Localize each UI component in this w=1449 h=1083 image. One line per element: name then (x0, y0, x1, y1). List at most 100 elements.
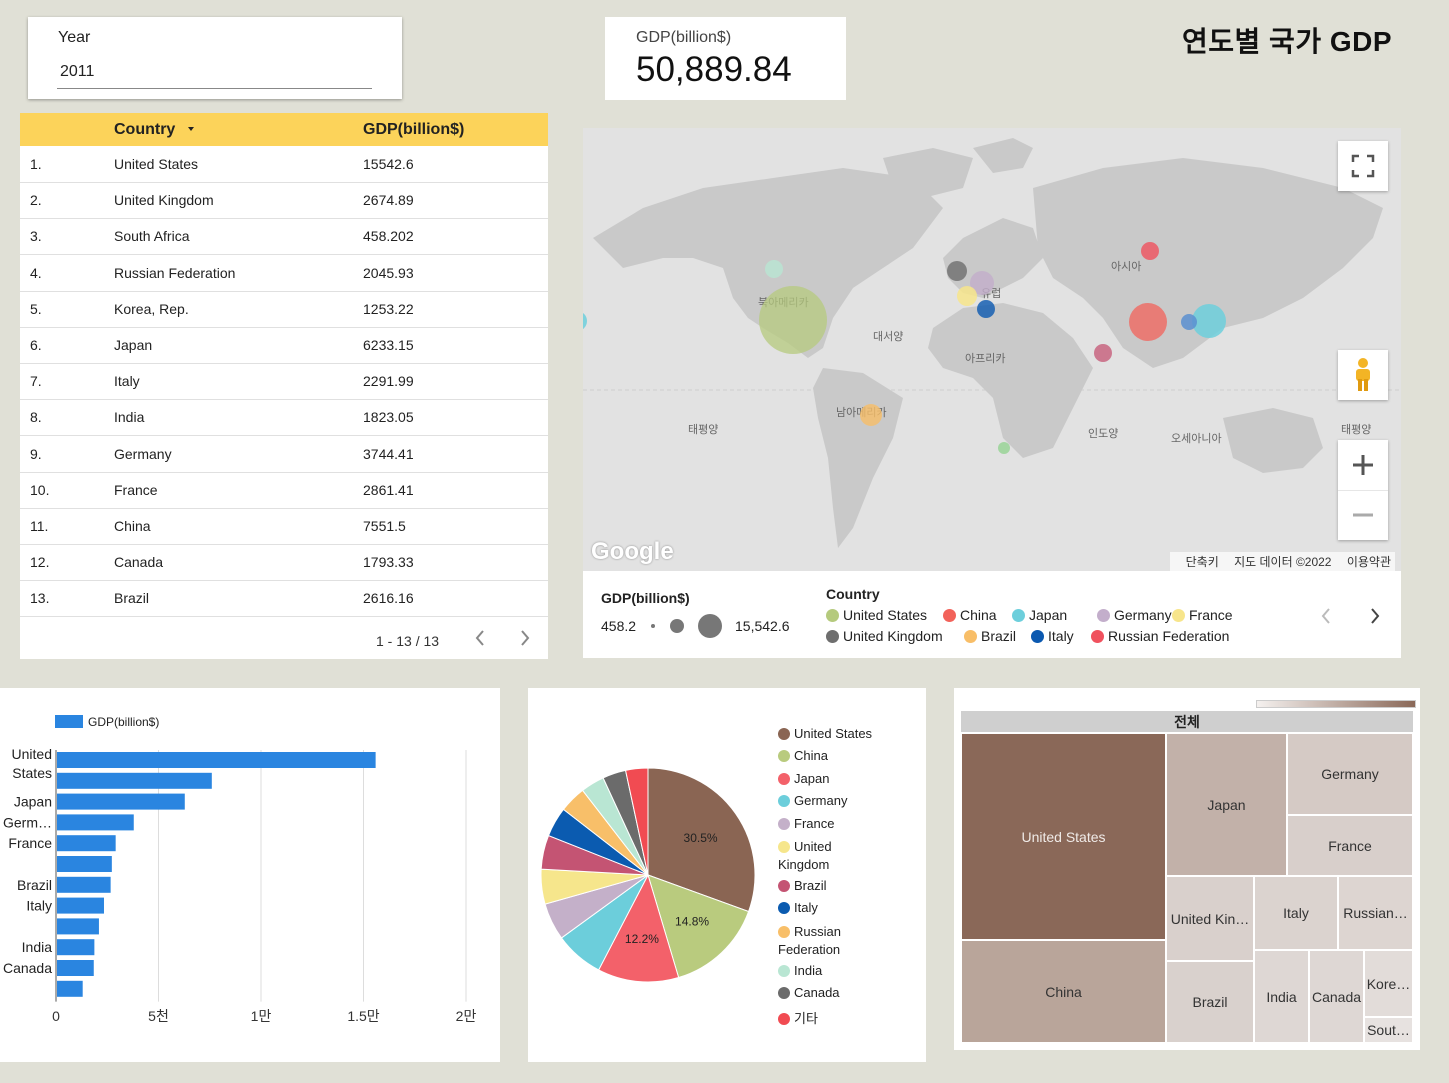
bubble-korea[interactable] (1181, 314, 1197, 330)
treemap-cell[interactable]: Japan (1166, 733, 1287, 876)
table-row[interactable]: 8. India 1823.05 (20, 399, 548, 437)
bar[interactable] (57, 835, 116, 852)
bar[interactable] (57, 897, 104, 914)
bar[interactable] (57, 876, 111, 893)
pie-legend-item[interactable]: Russian Federation (778, 923, 858, 959)
terms-link[interactable]: 이용약관 (1346, 555, 1391, 569)
bar[interactable] (57, 814, 134, 831)
zoom-in-button[interactable] (1338, 440, 1388, 491)
treemap-cell[interactable]: China (961, 940, 1166, 1043)
bubble-japan-wrap[interactable] (583, 311, 587, 331)
pie-legend-item[interactable]: United Kingdom (778, 838, 858, 874)
country-legend-item[interactable]: Germany (1097, 607, 1172, 623)
bar[interactable] (57, 939, 95, 956)
table-row[interactable]: 6. Japan 6233.15 (20, 327, 548, 364)
treemap-root-header[interactable]: 전체 (961, 711, 1413, 732)
bubble-france[interactable] (957, 286, 977, 306)
bubble-brazil[interactable] (860, 404, 882, 426)
bar[interactable] (57, 980, 83, 997)
year-filter-value[interactable]: 2011 (60, 63, 95, 80)
year-filter-underline (57, 88, 372, 89)
bar-category-label: Germ… (3, 814, 52, 830)
table-row[interactable]: 5. Korea, Rep. 1253.22 (20, 291, 548, 328)
bubble-south-africa[interactable] (998, 442, 1010, 454)
column-header-gdp[interactable]: GDP(billion$) (363, 121, 465, 138)
year-filter[interactable]: Year 2011 (28, 17, 402, 99)
treemap-cell[interactable]: Russian… (1338, 876, 1413, 950)
table-row[interactable]: 3. South Africa 458.202 (20, 218, 548, 256)
bar[interactable] (57, 752, 376, 768)
pie-legend-item[interactable]: Japan (778, 771, 829, 786)
chevron-right-icon[interactable] (518, 627, 532, 649)
bubble-japan[interactable] (1192, 304, 1226, 338)
bar[interactable] (57, 772, 212, 789)
country-legend-item[interactable]: United States (826, 607, 927, 623)
table-row[interactable]: 4. Russian Federation 2045.93 (20, 255, 548, 292)
treemap-cell[interactable]: France (1287, 815, 1413, 876)
table-row[interactable]: 9. Germany 3744.41 (20, 436, 548, 473)
pie-legend-item[interactable]: Germany (778, 793, 847, 808)
bar[interactable] (57, 856, 112, 872)
table-row[interactable]: 10. France 2861.41 (20, 472, 548, 509)
treemap-cell-label: Sout… (1367, 1022, 1410, 1038)
country-legend-item[interactable]: Russian Federation (1091, 628, 1229, 644)
bubble-germany[interactable] (970, 271, 994, 295)
country-legend-item[interactable]: France (1172, 607, 1233, 623)
legend-next-icon[interactable] (1368, 606, 1382, 626)
country-legend-item[interactable]: Brazil (964, 628, 1016, 644)
country-legend-item[interactable]: Italy (1031, 628, 1074, 644)
treemap-cell[interactable]: Germany (1287, 733, 1413, 815)
pie-legend-item[interactable]: Brazil (778, 878, 827, 893)
treemap-cell[interactable]: India (1254, 950, 1309, 1043)
treemap-cell-label: Brazil (1192, 994, 1228, 1010)
pie-legend-item[interactable]: Italy (778, 900, 818, 915)
street-view-button[interactable] (1338, 350, 1388, 400)
treemap-cell[interactable]: Sout… (1364, 1017, 1413, 1043)
pie-legend-item[interactable]: India (778, 963, 822, 978)
pie-legend-item[interactable]: China (778, 748, 828, 763)
legend-dot-icon (1091, 630, 1104, 643)
country-legend-item[interactable]: Japan (1012, 607, 1067, 623)
bubble-italy[interactable] (977, 300, 995, 318)
bubble-china[interactable] (1129, 303, 1167, 341)
treemap-cell[interactable]: Italy (1254, 876, 1338, 950)
chevron-left-icon[interactable] (473, 627, 487, 649)
legend-dot-icon (778, 728, 790, 740)
bubble-united-states[interactable] (759, 286, 827, 354)
table-row[interactable]: 13. Brazil 2616.16 (20, 580, 548, 618)
treemap-cell[interactable]: Brazil (1166, 961, 1254, 1043)
bubble-india[interactable] (1094, 344, 1112, 362)
pie-legend-item[interactable]: France (778, 816, 834, 831)
keyboard-shortcuts-link[interactable]: 단축키 (1185, 555, 1219, 569)
pie-legend-item[interactable]: 기타 (778, 1008, 818, 1027)
country-legend-item[interactable]: China (943, 607, 997, 623)
bubble-russian-federation[interactable] (1141, 242, 1159, 260)
bar[interactable] (57, 918, 99, 935)
table-row[interactable]: 1. United States 15542.6 (20, 146, 548, 183)
treemap-cell[interactable]: United Kin… (1166, 876, 1254, 961)
treemap-cell[interactable]: United States (961, 733, 1166, 940)
pie-slice[interactable] (624, 767, 649, 876)
pie-slice[interactable] (647, 874, 750, 979)
bubble-united-kingdom[interactable] (947, 261, 967, 281)
fullscreen-button[interactable] (1338, 141, 1388, 191)
pie-slice[interactable] (647, 767, 756, 913)
table-cell-gdp: 1793.33 (363, 554, 414, 571)
bubble-canada[interactable] (765, 260, 783, 278)
column-header-country[interactable]: Country (114, 121, 196, 139)
zoom-out-button[interactable] (1338, 491, 1388, 541)
pie-legend-item[interactable]: United States (778, 726, 872, 741)
table-row[interactable]: 7. Italy 2291.99 (20, 363, 548, 401)
table-row[interactable]: 12. Canada 1793.33 (20, 544, 548, 582)
legend-prev-icon[interactable] (1319, 606, 1333, 626)
table-row[interactable]: 2. United Kingdom 2674.89 (20, 182, 548, 220)
treemap-cell[interactable]: Kore… (1364, 950, 1413, 1017)
country-legend-item[interactable]: United Kingdom (826, 628, 943, 644)
bar[interactable] (57, 960, 94, 976)
pie-legend-item[interactable]: Canada (778, 985, 840, 1000)
map-viewport[interactable]: 북아메리카 남아메리카 유럽 아프리카 아시아 오세아니아 대서양 태평양 태평… (583, 128, 1401, 571)
table-row[interactable]: 11. China 7551.5 (20, 508, 548, 545)
bar[interactable] (57, 793, 185, 810)
pie-slice[interactable] (597, 873, 680, 983)
treemap-cell[interactable]: Canada (1309, 950, 1364, 1043)
